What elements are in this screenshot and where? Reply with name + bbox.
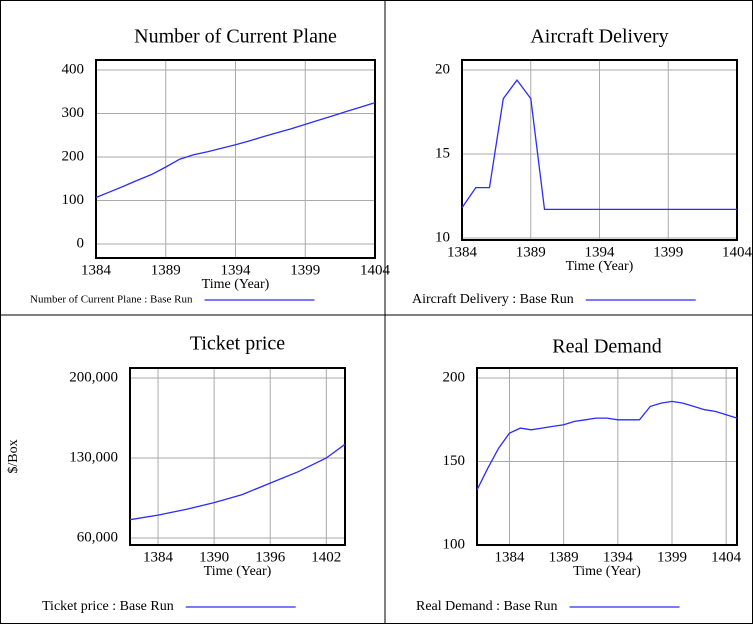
y-axis-title: $/Box bbox=[6, 439, 21, 473]
legend-label: Ticket price : Base Run bbox=[42, 599, 174, 614]
plot-frame bbox=[130, 368, 345, 545]
x-tick-label: 1402 bbox=[311, 549, 341, 565]
series-line bbox=[477, 401, 737, 490]
y-tick-label: 100 bbox=[62, 192, 85, 208]
x-tick-label: 1394 bbox=[221, 262, 252, 278]
chart-title: Ticket price bbox=[190, 333, 285, 355]
y-tick-label: 100 bbox=[443, 536, 466, 552]
y-tick-label: 200 bbox=[62, 148, 85, 164]
figure: Number of Current Plane 1384 1389 1394 1399 1… bbox=[0, 0, 753, 624]
y-tick-label: 200 bbox=[443, 369, 466, 385]
x-tick-label: 1404 bbox=[711, 549, 742, 565]
y-tick-label: 150 bbox=[443, 453, 466, 469]
x-axis-title: Time (Year) bbox=[573, 564, 641, 579]
x-axis-title: Time (Year) bbox=[202, 277, 270, 292]
x-tick-label: 1384 bbox=[81, 262, 112, 278]
chart-title: Real Demand bbox=[552, 336, 661, 358]
x-axis-title: Time (Year) bbox=[204, 564, 272, 579]
x-tick-label: 1384 bbox=[143, 549, 174, 565]
x-tick-label: 1404 bbox=[360, 262, 391, 278]
x-tick-label: 1399 bbox=[290, 262, 320, 278]
y-tick-label: 60,000 bbox=[77, 529, 118, 545]
legend-label: Real Demand : Base Run bbox=[416, 599, 558, 614]
x-tick-label: 1384 bbox=[447, 244, 478, 260]
x-tick-label: 1389 bbox=[516, 244, 546, 260]
y-tick-label: 300 bbox=[62, 105, 85, 121]
y-tick-label: 10 bbox=[435, 229, 450, 245]
chart-title: Number of Current Plane bbox=[134, 26, 337, 48]
chart-title: Aircraft Delivery bbox=[530, 26, 668, 48]
x-tick-label: 1394 bbox=[585, 244, 616, 260]
legend-label: Aircraft Delivery : Base Run bbox=[412, 292, 574, 307]
series-line bbox=[130, 444, 345, 519]
legend-label: Number of Current Plane : Base Run bbox=[30, 294, 193, 306]
x-tick-label: 1399 bbox=[657, 549, 687, 565]
x-tick-label: 1394 bbox=[603, 549, 634, 565]
x-tick-label: 1384 bbox=[495, 549, 526, 565]
x-tick-label: 1390 bbox=[199, 549, 229, 565]
x-tick-label: 1389 bbox=[151, 262, 181, 278]
y-tick-label: 20 bbox=[435, 61, 450, 77]
x-tick-label: 1389 bbox=[549, 549, 579, 565]
x-tick-label: 1404 bbox=[722, 244, 753, 260]
plot-frame bbox=[477, 368, 737, 545]
x-tick-label: 1396 bbox=[255, 549, 286, 565]
y-tick-label: 15 bbox=[435, 145, 450, 161]
y-tick-label: 130,000 bbox=[69, 449, 118, 465]
x-axis-title: Time (Year) bbox=[566, 259, 634, 274]
y-tick-label: 400 bbox=[62, 61, 85, 77]
y-tick-label: 200,000 bbox=[69, 369, 118, 385]
x-tick-label: 1399 bbox=[653, 244, 683, 260]
y-tick-label: 0 bbox=[77, 235, 85, 251]
